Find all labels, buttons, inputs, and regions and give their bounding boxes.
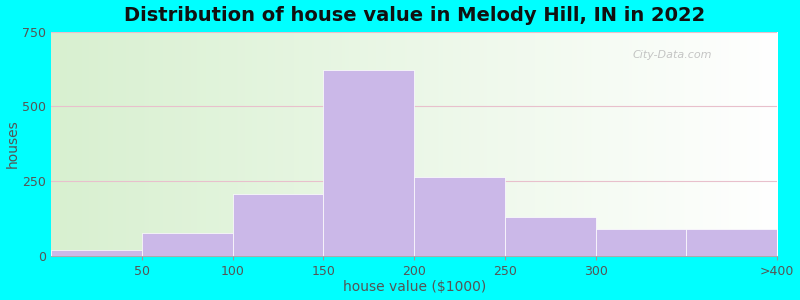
Bar bbox=[596, 229, 686, 256]
Bar bbox=[233, 194, 323, 256]
Title: Distribution of house value in Melody Hill, IN in 2022: Distribution of house value in Melody Hi… bbox=[124, 6, 705, 25]
Bar bbox=[686, 229, 778, 256]
X-axis label: house value ($1000): house value ($1000) bbox=[342, 280, 486, 294]
Bar bbox=[414, 176, 505, 256]
Bar bbox=[51, 250, 142, 256]
Bar bbox=[323, 70, 414, 256]
Text: City-Data.com: City-Data.com bbox=[632, 50, 711, 60]
Bar bbox=[142, 233, 233, 256]
Y-axis label: houses: houses bbox=[6, 119, 19, 168]
Bar bbox=[505, 217, 596, 256]
